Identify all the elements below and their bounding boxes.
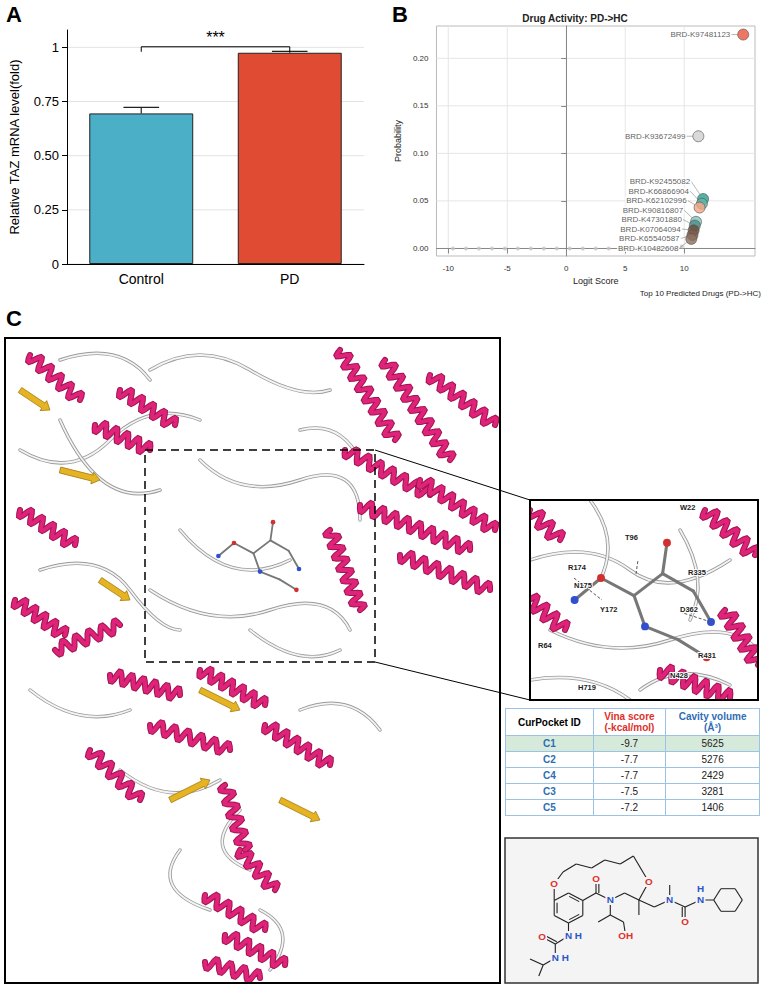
svg-text:R335: R335 xyxy=(688,568,706,577)
svg-text:N: N xyxy=(565,931,572,941)
svg-text:BRD-K97481123: BRD-K97481123 xyxy=(670,30,730,39)
html-text:5276: 5276 xyxy=(701,754,724,765)
html-text:-7.5: -7.5 xyxy=(620,786,638,797)
svg-text:O: O xyxy=(550,879,558,889)
svg-text:O: O xyxy=(681,917,689,927)
svg-text:BRD-K90816807: BRD-K90816807 xyxy=(623,206,684,215)
html-text:Cavity volume (Å³): Cavity volume (Å³) xyxy=(678,711,747,733)
svg-text:0: 0 xyxy=(52,257,59,272)
svg-text:Probability: Probability xyxy=(393,119,403,162)
svg-text:N: N xyxy=(552,953,559,963)
svg-text:W22: W22 xyxy=(680,503,695,512)
html-text:C4: C4 xyxy=(542,770,556,781)
html-text:-7.7: -7.7 xyxy=(620,770,638,781)
svg-text:T96: T96 xyxy=(625,533,638,542)
svg-text:10: 10 xyxy=(680,264,689,273)
svg-text:BRD-K47301880: BRD-K47301880 xyxy=(621,215,682,224)
svg-text:N: N xyxy=(607,895,614,905)
svg-text:BRD-K66866904: BRD-K66866904 xyxy=(629,187,690,196)
html-text:-7.7: -7.7 xyxy=(620,754,638,765)
html-text:C: C xyxy=(6,306,22,331)
html-text:C5: C5 xyxy=(542,802,556,813)
svg-text:-10: -10 xyxy=(442,264,454,273)
svg-text:BRD-K65540587: BRD-K65540587 xyxy=(619,234,680,243)
html-text:Vina score (-kcal/mol): Vina score (-kcal/mol) xyxy=(604,711,655,733)
svg-text:BRD-K62102996: BRD-K62102996 xyxy=(626,196,687,205)
html-text:CurPocket ID: CurPocket ID xyxy=(517,716,581,728)
svg-text:N175: N175 xyxy=(574,581,592,590)
svg-text:0.25: 0.25 xyxy=(34,202,59,217)
svg-text:R64: R64 xyxy=(538,641,553,650)
svg-text:Logit Score: Logit Score xyxy=(573,276,619,286)
svg-text:0: 0 xyxy=(564,264,569,273)
svg-text:N: N xyxy=(666,895,673,905)
html-text:B: B xyxy=(392,2,408,27)
svg-text:Relative TAZ mRNA level(fold): Relative TAZ mRNA level(fold) xyxy=(7,59,22,234)
html-text:C3: C3 xyxy=(542,786,556,797)
svg-text:0.15: 0.15 xyxy=(413,101,429,110)
svg-text:5: 5 xyxy=(623,264,628,273)
svg-text:O: O xyxy=(645,877,653,887)
svg-text:OH: OH xyxy=(618,931,633,941)
svg-text:R174: R174 xyxy=(568,563,587,572)
svg-text:R431: R431 xyxy=(698,651,716,660)
svg-text:Y172: Y172 xyxy=(600,605,618,614)
svg-text:H719: H719 xyxy=(578,683,596,692)
svg-text:Control: Control xyxy=(119,271,164,287)
svg-text:BRD-K92455082: BRD-K92455082 xyxy=(630,177,691,186)
svg-text:N428: N428 xyxy=(670,671,688,680)
svg-text:***: *** xyxy=(206,29,225,46)
svg-text:H: H xyxy=(562,953,569,963)
html-text:C2: C2 xyxy=(542,754,556,765)
svg-text:0.20: 0.20 xyxy=(413,54,429,63)
svg-text:D362: D362 xyxy=(680,605,698,614)
svg-text:N: N xyxy=(697,895,704,905)
html-text:-7.2: -7.2 xyxy=(620,802,638,813)
svg-text:O: O xyxy=(538,932,546,942)
html-text:3281: 3281 xyxy=(701,786,724,797)
svg-text:PD: PD xyxy=(280,271,299,287)
svg-text:0.05: 0.05 xyxy=(413,196,429,205)
html-text:A: A xyxy=(6,2,22,27)
svg-text:BRD-K07064094: BRD-K07064094 xyxy=(620,225,681,234)
svg-text:BRD-K93672499: BRD-K93672499 xyxy=(625,132,686,141)
svg-text:H: H xyxy=(697,884,704,894)
svg-text:Top 10 Predicted Drugs (PD->HC: Top 10 Predicted Drugs (PD->HC) xyxy=(640,289,761,298)
svg-text:Drug Activity: PD->HC: Drug Activity: PD->HC xyxy=(522,13,627,24)
svg-text:O: O xyxy=(592,874,600,884)
html-text:5625: 5625 xyxy=(701,738,724,749)
html-text:2429: 2429 xyxy=(701,770,724,781)
svg-text:1: 1 xyxy=(52,40,59,55)
svg-text:H: H xyxy=(575,931,582,941)
svg-text:BRD-K10482608: BRD-K10482608 xyxy=(618,244,679,253)
svg-text:0.50: 0.50 xyxy=(34,148,59,163)
svg-text:-5: -5 xyxy=(504,264,512,273)
html-text:-9.7: -9.7 xyxy=(620,738,638,749)
html-text:1406: 1406 xyxy=(701,802,724,813)
svg-text:0.75: 0.75 xyxy=(34,94,59,109)
html-text:C1: C1 xyxy=(542,738,556,749)
svg-text:0.10: 0.10 xyxy=(413,149,429,158)
svg-text:0.00: 0.00 xyxy=(413,244,429,253)
